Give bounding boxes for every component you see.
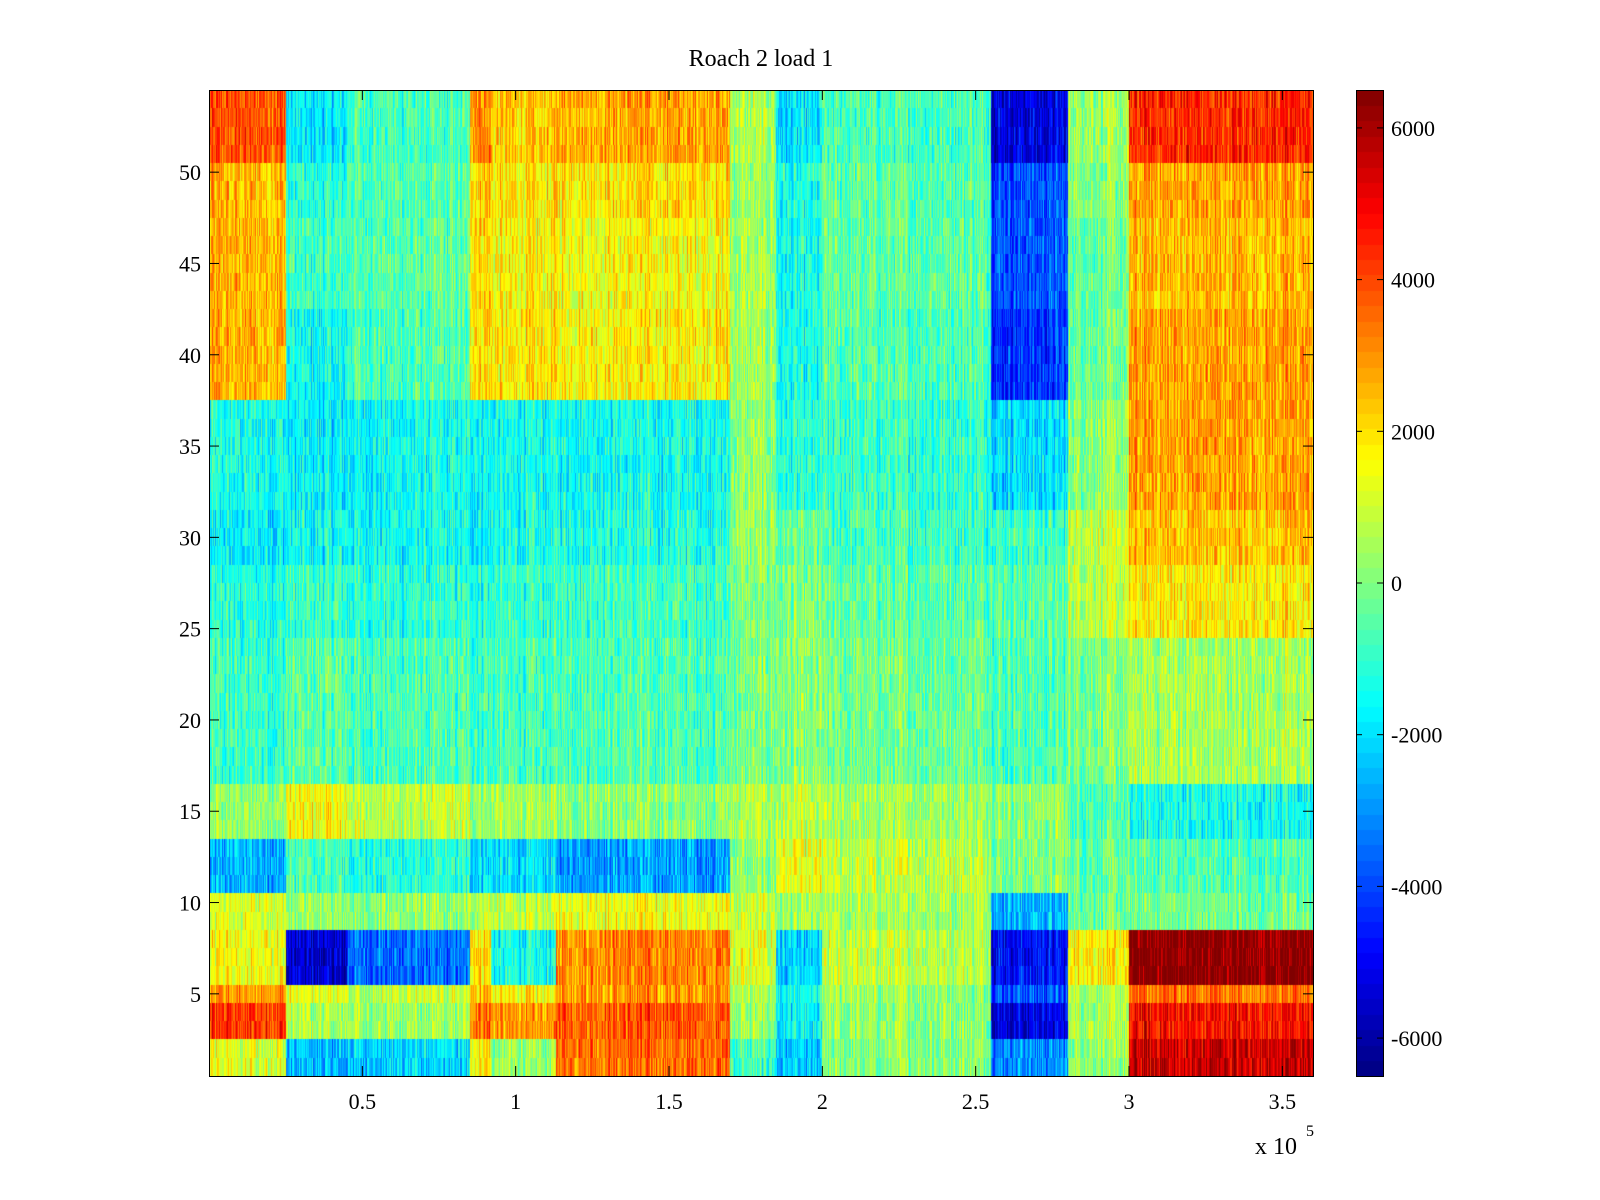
y-tick-label: 50 (179, 160, 201, 185)
plot-axes-frame (209, 90, 1314, 1077)
y-tick-label: 5 (190, 982, 201, 1007)
x-axis-ticks: 0.5 1 1.5 2 2.5 3 3.5 (349, 90, 1297, 1114)
x-tick-label: 3 (1124, 1089, 1135, 1114)
heatmap-image (209, 90, 1313, 1076)
colorbar-tick-label: 0 (1391, 571, 1402, 596)
colorbar-tick-label: -2000 (1391, 723, 1442, 748)
x-multiplier-base: x 10 (1255, 1134, 1297, 1160)
y-tick-label: 30 (179, 525, 201, 550)
colorbar-tick-label: 6000 (1391, 116, 1435, 141)
y-tick-label: 20 (179, 708, 201, 733)
x-tick-label: 1 (510, 1089, 521, 1114)
x-tick-label: 2 (817, 1089, 828, 1114)
x-tick-label: 3.5 (1269, 1089, 1297, 1114)
x-tick-label: 1.5 (655, 1089, 683, 1114)
x-tick-label: 0.5 (349, 1089, 377, 1114)
colorbar-tick-label: -6000 (1391, 1026, 1442, 1051)
colorbar-tick-label: -4000 (1391, 874, 1442, 899)
colorbar-ticks: -6000 -4000 -2000 0 2000 4000 6000 (1356, 116, 1442, 1051)
y-tick-label: 45 (179, 251, 201, 276)
y-tick-label: 25 (179, 617, 201, 642)
y-axis-ticks: 5 10 15 20 25 30 35 40 45 50 (179, 160, 1313, 1007)
colorbar-tick-label: 4000 (1391, 268, 1435, 293)
y-tick-label: 15 (179, 799, 201, 824)
y-tick-label: 35 (179, 434, 201, 459)
y-tick-label: 40 (179, 343, 201, 368)
chart-title: Roach 2 load 1 (689, 46, 834, 72)
y-tick-label: 10 (179, 891, 201, 916)
x-tick-label: 2.5 (962, 1089, 990, 1114)
colorbar-tick-label: 2000 (1391, 419, 1435, 444)
x-axis-multiplier: x 10 5 (1255, 1123, 1314, 1160)
x-multiplier-exponent: 5 (1306, 1123, 1314, 1140)
